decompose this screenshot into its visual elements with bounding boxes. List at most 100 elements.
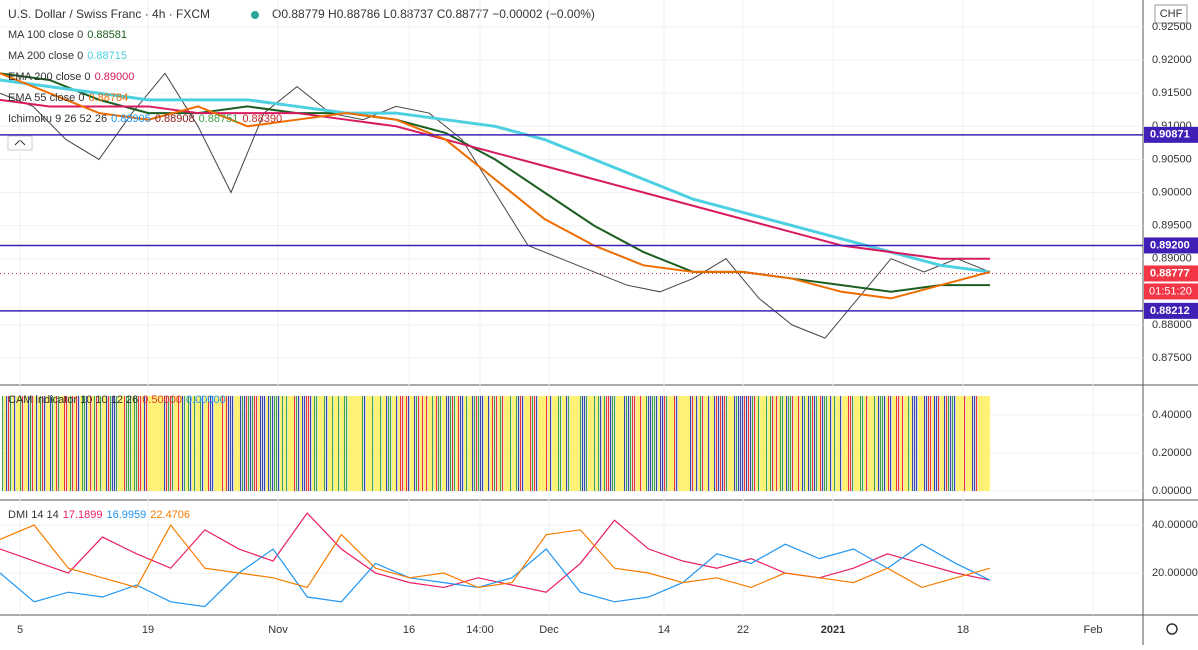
cam-bar [942,395,944,492]
cam-bar [410,395,412,492]
cam-bar [642,395,644,492]
cam-bar [686,395,688,492]
cam-bar [614,395,616,492]
cam-bar [900,395,902,492]
cam-bar [234,395,236,492]
cam-bar [904,395,906,492]
cam-bar [12,395,14,492]
cam-bar [324,395,326,492]
cam-bar [940,395,942,492]
cam-bar [254,395,256,492]
cam-bar [270,395,272,492]
cam-bar [32,395,34,492]
cam-bar [216,395,218,492]
cam-bar [454,395,456,492]
cam-bar [316,395,318,492]
cam-bar [56,395,58,492]
cam-bar [144,395,146,492]
moving-average [0,72,991,300]
cam-bar [892,395,894,492]
legend-item: 0.50000 [142,394,182,406]
legend: CAM indicator 10 10 12 26 0.50000 0.00000 [8,394,226,406]
cam-bar [176,395,178,492]
cam-bar [458,395,460,492]
cam-bar [820,395,822,492]
cam-bar [362,395,364,492]
cam-bar [784,395,786,492]
cam-bar [376,395,378,492]
cam-bar [524,395,526,492]
legend-item: 0.88581 [87,29,127,41]
cam-bar [662,395,664,492]
y-tick-label: 0.88000 [1152,319,1192,331]
cam-bar [972,395,974,492]
cam-bar [386,395,388,492]
cam-bar [414,395,416,492]
cam-bar [318,395,320,492]
cam-bar [506,395,508,492]
cam-bar [276,395,278,492]
cam-bar [390,395,392,492]
cam-bar [510,395,512,492]
legend-item: 0.89000 [95,71,135,83]
cam-bar [788,395,790,492]
cam-bar [392,395,394,492]
legend-item: 16.9959 [107,509,147,521]
settings-icon[interactable] [1166,623,1178,635]
cam-bar [786,395,788,492]
cam-bar [482,395,484,492]
cam-bar [162,395,164,492]
cam-bar [114,395,116,492]
cam-bar [764,395,766,492]
cam-bar [952,395,954,492]
cam-bar [182,395,184,492]
cam-bar [660,395,662,492]
cam-bar [690,395,692,492]
cam-bar [530,395,532,492]
cam-bar [374,395,376,492]
cam-bar [512,395,514,492]
price-tag [1144,265,1198,282]
cam-bar [280,395,282,492]
moving-average [0,98,990,260]
cam-bar [328,395,330,492]
cam-bar [38,395,40,492]
cam-bar [908,395,910,492]
cam-bar [30,395,32,492]
cam-bar [884,395,886,492]
cam-bar [306,395,308,492]
cam-bar [112,395,114,492]
cam-bar [668,395,670,492]
cam-bar [630,395,632,492]
cam-bar [278,395,280,492]
cam-bar [794,395,796,492]
cam-bar [360,395,362,492]
cam-bar [334,395,336,492]
cam-bar [42,395,44,492]
cam-bar [986,395,988,492]
cam-bar [560,395,562,492]
cam-bar [194,395,196,492]
cam-bar [312,395,314,492]
cam-bar [620,395,622,492]
cam-bar [746,395,748,492]
price-tag-label: 0.90871 [1150,129,1190,141]
cam-bar [96,395,98,492]
x-tick-label: Nov [268,624,288,636]
cam-bar [34,395,36,492]
cam-bar [502,395,504,492]
cam-bar [958,395,960,492]
legend: Ichimoku 9 26 52 26 0.88905 0.88908 0.88751… [8,113,282,125]
cam-bar [762,395,764,492]
cam-bar [128,395,130,492]
cam-bar [412,395,414,492]
cam-bar [706,395,708,492]
cam-bar [930,395,932,492]
cam-bar [650,395,652,492]
cam-bar [552,395,554,492]
cam-bar [590,395,592,492]
currency-box[interactable] [1154,4,1188,24]
countdown-tag [1144,283,1198,300]
cam-bar [732,395,734,492]
cam-bar [868,395,870,492]
